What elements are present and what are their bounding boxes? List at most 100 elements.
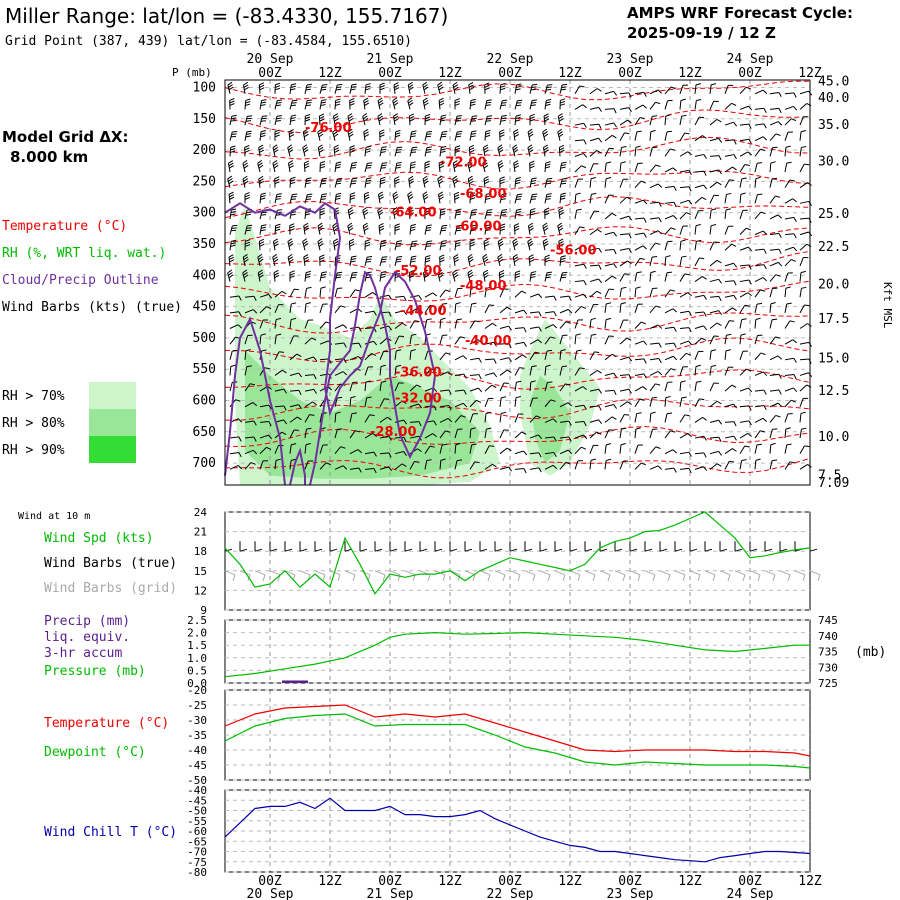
legend-dewpoint: Dewpoint (°C) xyxy=(44,745,146,760)
upper-wind-barb xyxy=(499,396,507,407)
wind10m-barb-grid xyxy=(749,570,761,581)
upper-wind-barb xyxy=(422,191,429,204)
upper-wind-barb xyxy=(289,416,302,423)
upper-wind-barb xyxy=(559,192,566,204)
upper-wind-barb xyxy=(664,395,671,407)
upper-wind-barb xyxy=(589,229,602,236)
upper-wind-barb xyxy=(559,321,571,329)
upper-wind-barb xyxy=(604,248,617,255)
upper-wind-barb xyxy=(619,215,633,221)
panel-frame xyxy=(224,619,811,684)
upper-wind-barb xyxy=(244,349,251,360)
upper-wind-barb xyxy=(227,81,234,94)
upper-wind-barb xyxy=(469,224,477,235)
upper-wind-barb xyxy=(454,98,460,110)
pressure-tick-label: 100 xyxy=(193,81,216,96)
grid-point-label: Grid Point (387, 439) lat/lon = (-83.458… xyxy=(5,34,412,49)
upper-wind-barb xyxy=(739,86,751,95)
upper-wind-barb xyxy=(589,177,596,188)
upper-wind-barb xyxy=(634,398,645,408)
upper-wind-barb xyxy=(649,101,661,110)
upper-wind-barb xyxy=(497,253,504,267)
upper-wind-barb xyxy=(364,451,377,457)
upper-wind-barb xyxy=(634,145,641,157)
temperature-label: -60.00 xyxy=(455,219,502,234)
upper-wind-barb xyxy=(649,396,658,407)
upper-wind-barb xyxy=(259,404,272,410)
wind10m-barb-grid xyxy=(374,570,386,581)
upper-wind-barb xyxy=(604,429,614,439)
bottom-hour-label: 00Z xyxy=(738,874,762,889)
upper-wind-barb xyxy=(334,411,341,423)
upper-wind-barb xyxy=(679,451,692,457)
upper-wind-barb xyxy=(317,222,324,235)
value-tick-label: 2.5 xyxy=(187,614,207,627)
upper-wind-barb xyxy=(799,358,812,364)
wind10m-barb-true xyxy=(299,541,308,552)
upper-wind-barb xyxy=(437,81,444,94)
upper-wind-barb xyxy=(499,325,513,331)
upper-wind-barb xyxy=(514,413,524,423)
pressure-tick-label: 550 xyxy=(193,362,216,377)
upper-wind-barb xyxy=(303,222,310,235)
wind10m-barb-true xyxy=(659,541,668,552)
upper-wind-barb xyxy=(439,145,447,157)
upper-wind-barb xyxy=(769,195,781,204)
upper-wind-barb xyxy=(454,373,467,379)
upper-wind-barb xyxy=(739,350,748,360)
top-hour-label: 12Z xyxy=(558,66,582,81)
upper-wind-barb xyxy=(589,431,602,439)
upper-wind-barb xyxy=(544,161,551,173)
upper-wind-barb xyxy=(574,386,587,392)
upper-wind-barb xyxy=(333,144,340,157)
upper-wind-barb xyxy=(242,175,249,188)
upper-wind-barb xyxy=(317,144,324,157)
upper-wind-barb xyxy=(679,380,686,392)
upper-wind-barb xyxy=(754,458,761,470)
upper-wind-barb xyxy=(649,242,661,251)
upper-wind-barb xyxy=(529,380,536,392)
upper-wind-barb xyxy=(544,254,550,266)
upper-wind-barb xyxy=(274,317,282,329)
upper-wind-barb xyxy=(394,335,404,345)
upper-wind-barb xyxy=(529,434,543,440)
wind10m-barb-grid xyxy=(719,570,731,581)
upper-wind-barb xyxy=(529,326,542,332)
upper-wind-barb xyxy=(529,311,542,317)
temperature-contour xyxy=(224,369,811,390)
wind10m-barb-grid xyxy=(359,570,371,581)
upper-wind-barb xyxy=(483,238,490,251)
pressure-tick-label: 745 xyxy=(818,614,838,627)
upper-wind-barb xyxy=(258,175,265,188)
upper-wind-barb xyxy=(799,243,812,251)
temperature-contour xyxy=(224,280,811,302)
upper-wind-barb xyxy=(334,192,342,204)
upper-wind-barb xyxy=(679,239,686,251)
wind-chill-line xyxy=(224,797,811,863)
upper-wind-barb xyxy=(319,286,326,298)
upper-wind-barb xyxy=(349,467,362,473)
upper-wind-barb xyxy=(754,334,763,345)
upper-wind-barb xyxy=(394,223,400,235)
upper-wind-barb xyxy=(634,217,647,223)
upper-wind-barb xyxy=(619,337,632,345)
upper-wind-barb xyxy=(529,339,542,345)
upper-wind-barb xyxy=(694,98,702,110)
upper-wind-barb xyxy=(229,114,237,126)
upper-wind-barb xyxy=(784,320,795,329)
upper-wind-barb xyxy=(784,286,791,298)
legend-wind-barbs: Wind Barbs (kts) (true) xyxy=(2,300,182,315)
upper-wind-barb xyxy=(724,225,734,235)
pressure-tick-label: 740 xyxy=(818,630,838,643)
upper-wind-barb xyxy=(499,114,507,126)
upper-wind-barb xyxy=(244,334,253,345)
upper-wind-barb xyxy=(529,415,542,423)
upper-wind-barb xyxy=(559,161,567,173)
upper-wind-barb xyxy=(364,380,371,392)
upper-wind-barb xyxy=(469,399,482,408)
upper-wind-barb xyxy=(317,238,324,251)
upper-wind-barb xyxy=(709,295,722,302)
upper-wind-barb xyxy=(244,224,253,235)
upper-wind-barb xyxy=(634,245,647,251)
upper-wind-barb xyxy=(694,350,704,360)
